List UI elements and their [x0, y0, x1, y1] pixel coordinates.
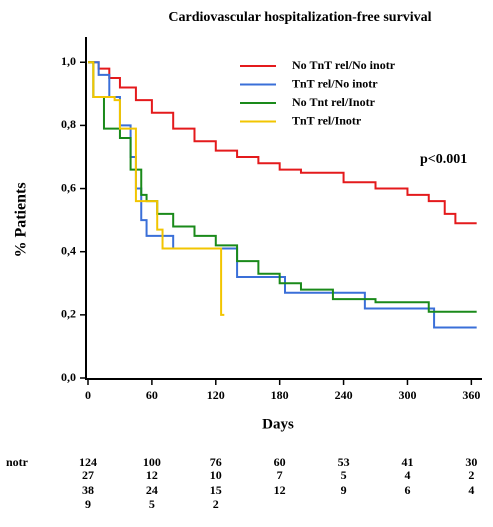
risk-count: 124	[79, 455, 97, 469]
risk-count: 60	[274, 455, 286, 469]
risk-count: 12	[146, 468, 158, 482]
risk-count: 5	[149, 497, 155, 511]
legend-label: No Tnt rel/Inotr	[292, 95, 376, 109]
survival-curve	[88, 61, 477, 225]
risk-count: 12	[274, 483, 286, 497]
risk-count: 4	[468, 483, 474, 497]
risk-count: 6	[404, 483, 410, 497]
risk-count: 7	[277, 468, 283, 482]
risk-count: 24	[146, 483, 158, 497]
legend-label: TnT rel/Inotr	[292, 113, 362, 127]
y-tick-label: 0,8	[61, 117, 76, 131]
risk-count: 4	[404, 468, 410, 482]
legend-label: TnT rel/No inotr	[292, 76, 378, 90]
risk-count: 9	[341, 483, 347, 497]
y-tick-label: 0,2	[61, 307, 76, 321]
x-tick-label: 120	[207, 388, 225, 402]
x-tick-label: 240	[335, 388, 353, 402]
risk-count: 10	[210, 468, 222, 482]
risk-count: 9	[85, 497, 91, 511]
survival-curve	[88, 61, 477, 329]
risk-count: 27	[82, 468, 94, 482]
x-axis-label: Days	[262, 416, 294, 432]
risk-row-label: notr	[6, 455, 29, 469]
risk-count: 76	[210, 455, 222, 469]
risk-count: 30	[465, 455, 477, 469]
risk-count: 5	[341, 468, 347, 482]
risk-count: 100	[143, 455, 161, 469]
chart-title: Cardiovascular hospitalization-free surv…	[168, 10, 431, 25]
risk-count: 53	[338, 455, 350, 469]
risk-count: 2	[468, 468, 474, 482]
survival-curve	[88, 61, 225, 316]
survival-curve	[88, 61, 477, 313]
risk-count: 15	[210, 483, 222, 497]
y-tick-label: 1,0	[61, 54, 76, 68]
risk-count: 2	[213, 497, 219, 511]
x-tick-label: 60	[146, 388, 158, 402]
risk-count: 38	[82, 483, 94, 497]
y-axis-label: % Patients	[13, 182, 30, 257]
x-tick-label: 360	[462, 388, 480, 402]
y-tick-label: 0,6	[61, 180, 76, 194]
annotation: p<0.001	[420, 152, 467, 167]
y-tick-label: 0,4	[61, 243, 76, 257]
x-tick-label: 0	[85, 388, 91, 402]
x-tick-label: 180	[271, 388, 289, 402]
y-tick-label: 0,0	[61, 370, 76, 384]
legend-label: No TnT rel/No inotr	[292, 58, 396, 72]
x-tick-label: 300	[398, 388, 416, 402]
risk-count: 41	[401, 455, 413, 469]
